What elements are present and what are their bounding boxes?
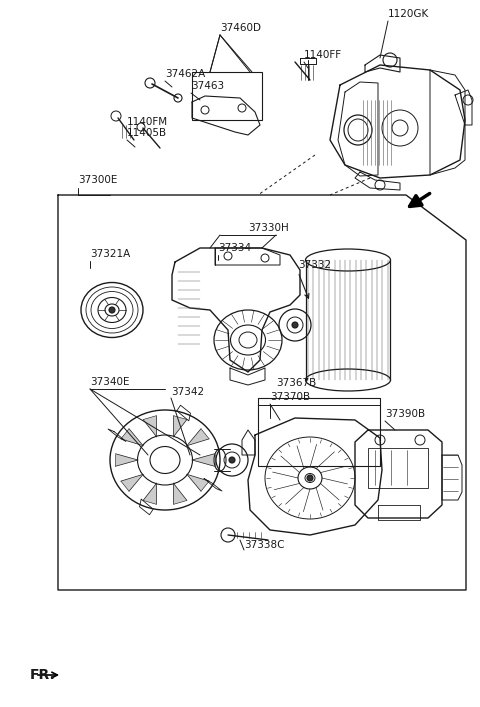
Text: 37330H: 37330H: [248, 223, 289, 233]
Text: FR.: FR.: [30, 668, 56, 682]
Text: 37300E: 37300E: [78, 175, 118, 185]
Bar: [368, 448, 428, 488]
Polygon shape: [143, 416, 156, 437]
Circle shape: [307, 475, 313, 481]
Polygon shape: [173, 483, 187, 504]
Text: 37340E: 37340E: [90, 377, 130, 387]
Polygon shape: [116, 454, 138, 466]
Polygon shape: [187, 474, 209, 491]
Text: 37332: 37332: [298, 260, 331, 270]
Text: 37367B: 37367B: [276, 378, 316, 388]
Text: 37463: 37463: [191, 81, 224, 91]
Text: 37460D: 37460D: [220, 23, 261, 33]
Text: 37370B: 37370B: [270, 392, 310, 402]
Circle shape: [292, 322, 298, 328]
Text: 1140FF: 1140FF: [304, 50, 342, 60]
Polygon shape: [121, 428, 143, 445]
Text: 37321A: 37321A: [90, 249, 130, 259]
Polygon shape: [143, 483, 156, 504]
Text: 37462A: 37462A: [165, 69, 205, 79]
Circle shape: [229, 457, 235, 463]
Text: 1120GK: 1120GK: [388, 9, 429, 19]
Polygon shape: [187, 428, 209, 445]
Polygon shape: [121, 474, 143, 491]
Text: 37334: 37334: [218, 243, 251, 253]
Text: 37342: 37342: [171, 387, 204, 397]
Text: 11405B: 11405B: [127, 128, 167, 138]
Polygon shape: [173, 416, 187, 437]
Bar: [258, 398, 380, 466]
Circle shape: [109, 307, 115, 313]
Polygon shape: [192, 454, 215, 466]
Bar: [192, 72, 262, 120]
Text: 1140FM: 1140FM: [127, 117, 168, 127]
Text: 37390B: 37390B: [385, 409, 425, 419]
Text: 37338C: 37338C: [244, 540, 285, 550]
